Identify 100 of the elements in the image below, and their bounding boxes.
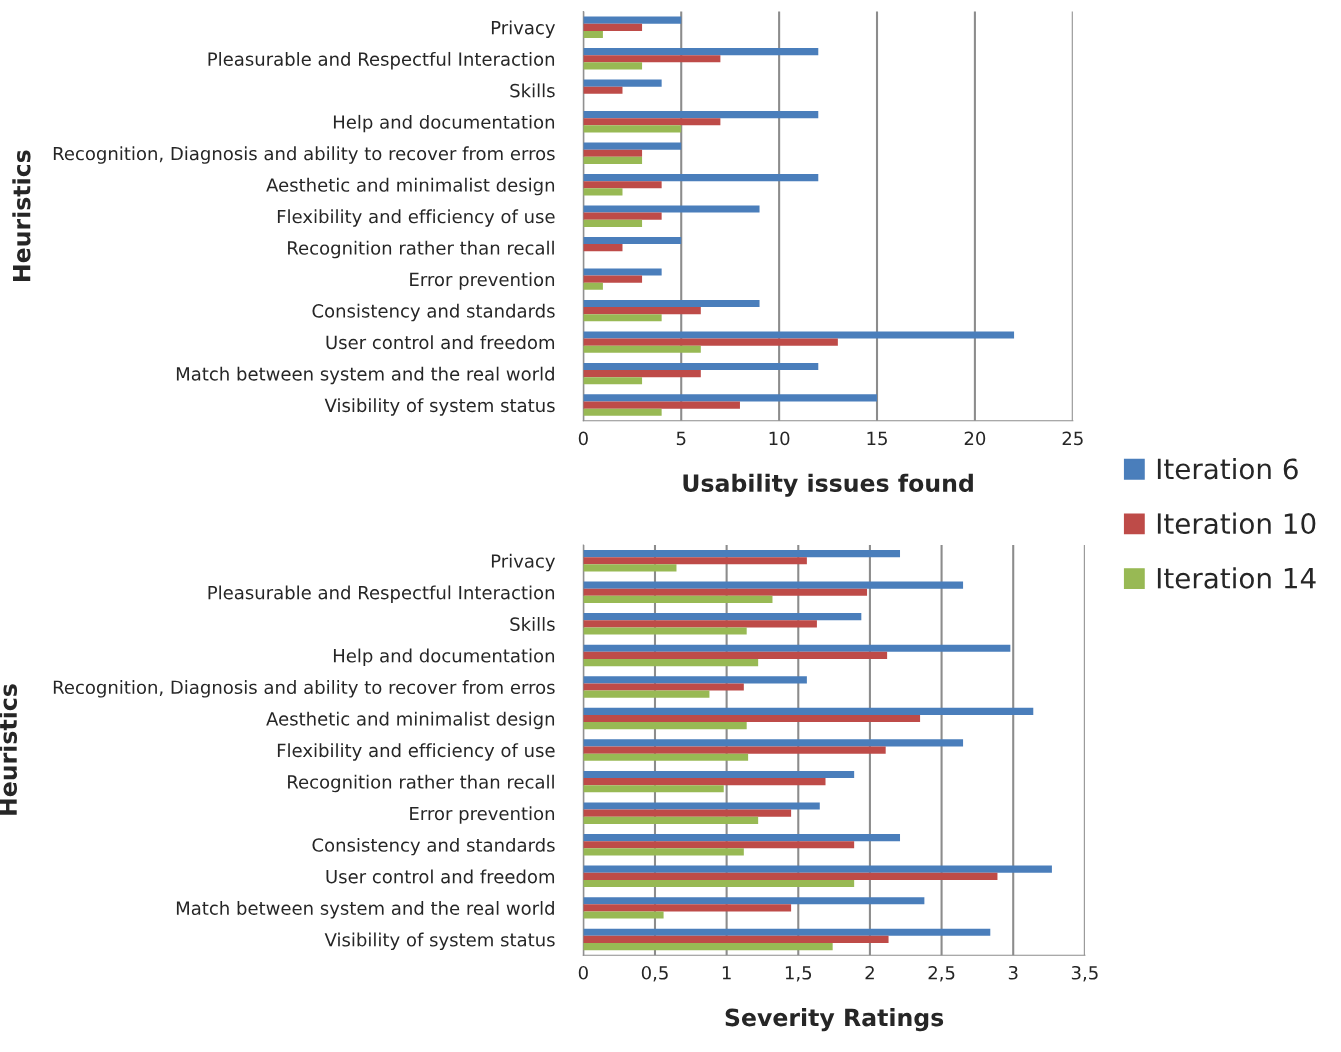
bar bbox=[583, 651, 888, 659]
y-tick-label: Help and documentation bbox=[333, 114, 555, 133]
bar bbox=[583, 174, 819, 182]
bar bbox=[583, 377, 643, 385]
bar bbox=[583, 16, 682, 24]
y-tick-label: Aesthetic and minimalist design bbox=[266, 711, 555, 730]
bar bbox=[583, 331, 1015, 339]
bar bbox=[583, 897, 925, 905]
bar bbox=[583, 23, 643, 31]
bar bbox=[583, 111, 819, 119]
x-axis-title: Usability issues found bbox=[683, 473, 973, 497]
bar bbox=[583, 809, 792, 817]
bar bbox=[583, 676, 807, 684]
bar bbox=[583, 879, 855, 888]
y-tick-label: User control and freedom bbox=[326, 335, 555, 350]
bar bbox=[583, 581, 964, 589]
x-tick-label: 10 bbox=[769, 431, 790, 446]
y-tick-label: Error prevention bbox=[410, 272, 555, 290]
bar bbox=[583, 408, 662, 416]
bar bbox=[583, 345, 701, 353]
bar bbox=[583, 658, 759, 667]
bar bbox=[583, 872, 998, 880]
bar bbox=[583, 314, 662, 322]
x-tick-label: 15 bbox=[867, 431, 887, 446]
legend-label: Iteration 10 bbox=[1157, 512, 1316, 535]
bar bbox=[583, 865, 1052, 873]
bar bbox=[583, 118, 721, 126]
bar bbox=[583, 904, 792, 912]
y-tick-label: Visibility of system status bbox=[324, 932, 555, 951]
bar bbox=[583, 848, 744, 856]
bar bbox=[583, 935, 889, 944]
bar bbox=[583, 722, 747, 730]
y-tick-label: User control and freedom bbox=[326, 869, 555, 884]
bar bbox=[583, 770, 855, 779]
bar bbox=[583, 205, 760, 213]
x-tick-label: 5 bbox=[676, 431, 686, 446]
y-tick-label: Recognition rather than recall bbox=[288, 240, 554, 259]
bar bbox=[583, 181, 662, 189]
x-tick-label: 1 bbox=[722, 966, 731, 980]
bar bbox=[583, 564, 677, 572]
bar bbox=[583, 557, 807, 565]
bar bbox=[583, 401, 740, 409]
y-tick-label: Flexibility and efficiency of use bbox=[277, 209, 555, 227]
y-axis-title: Heuristics bbox=[12, 150, 31, 281]
bar bbox=[583, 55, 721, 63]
y-tick-label: Help and documentation bbox=[333, 648, 555, 667]
bar bbox=[583, 362, 819, 371]
bar bbox=[583, 746, 886, 754]
bar bbox=[583, 299, 760, 308]
bar bbox=[583, 620, 817, 628]
y-tick-label: Recognition, Diagnosis and ability to recover from erros bbox=[53, 146, 555, 164]
bar bbox=[583, 30, 603, 39]
x-tick-label: 25 bbox=[1062, 431, 1083, 446]
bar bbox=[583, 125, 682, 133]
bar bbox=[583, 62, 643, 70]
y-tick-label: Pleasurable and Respectful Interaction bbox=[208, 51, 555, 70]
x-tick-label: 0,5 bbox=[641, 965, 668, 982]
x-tick-label: 2 bbox=[865, 965, 874, 980]
bar bbox=[583, 785, 724, 793]
bar bbox=[583, 236, 682, 245]
bar bbox=[583, 834, 901, 842]
bar bbox=[583, 549, 901, 558]
y-tick-label: Match between system and the real world bbox=[176, 901, 554, 919]
bar bbox=[583, 714, 921, 723]
bar bbox=[583, 394, 878, 402]
y-tick-label: Recognition rather than recall bbox=[288, 774, 554, 793]
y-tick-label: Flexibility and efficiency of use bbox=[277, 743, 555, 761]
x-tick-label: 0 bbox=[578, 431, 588, 446]
y-tick-label: Privacy bbox=[491, 20, 556, 38]
bar bbox=[583, 802, 820, 810]
bar bbox=[583, 275, 643, 283]
legend-label: Iteration 6 bbox=[1157, 457, 1298, 480]
bar bbox=[583, 683, 744, 691]
y-tick-label: Privacy bbox=[491, 553, 556, 572]
bar bbox=[583, 370, 701, 378]
bar bbox=[583, 244, 623, 252]
bar bbox=[583, 588, 868, 596]
y-tick-label: Pleasurable and Respectful Interaction bbox=[208, 585, 555, 603]
x-tick-label: 3,5 bbox=[1071, 965, 1098, 982]
bar bbox=[583, 79, 662, 87]
bar bbox=[583, 627, 747, 635]
x-tick-label: 2,5 bbox=[928, 965, 955, 982]
bar bbox=[583, 188, 623, 196]
y-tick-label: Error prevention bbox=[410, 806, 555, 824]
bar bbox=[583, 778, 826, 786]
bar bbox=[583, 690, 710, 698]
x-axis-title: Severity Ratings bbox=[725, 1008, 944, 1032]
bar bbox=[583, 816, 759, 824]
bar bbox=[583, 928, 991, 936]
bar bbox=[583, 307, 701, 315]
bar bbox=[583, 841, 855, 849]
bar bbox=[583, 149, 643, 157]
x-tick-label: 20 bbox=[964, 431, 986, 446]
bar bbox=[583, 268, 662, 276]
bar bbox=[583, 707, 1034, 715]
bar bbox=[583, 86, 623, 94]
x-tick-label: 0 bbox=[578, 965, 588, 980]
bar bbox=[583, 219, 643, 227]
bar bbox=[583, 911, 664, 919]
y-tick-label: Skills bbox=[510, 83, 555, 98]
